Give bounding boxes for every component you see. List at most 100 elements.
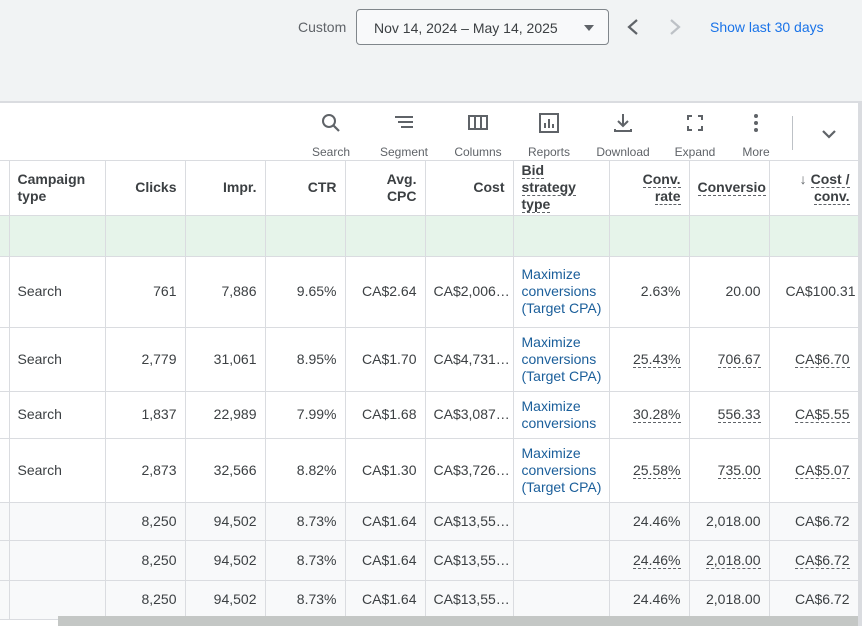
total-avg-cpc-cell: CA$1.64: [345, 502, 426, 541]
chevron-right-icon[interactable]: [662, 13, 688, 41]
ctr-cell: 8.95%: [265, 327, 346, 392]
header-conversions[interactable]: Conversio: [689, 161, 770, 216]
table-row[interactable]: Search 2,873 32,566 8.82% CA$1.30 CA$3,7…: [0, 438, 859, 503]
conversions-cell[interactable]: 556.33: [689, 391, 770, 439]
total-impr-cell: 94,502: [185, 502, 266, 541]
header-ctr[interactable]: CTR: [265, 161, 346, 216]
highlight-row: [0, 215, 859, 257]
total-cost-cell: CA$13,55…: [425, 540, 514, 581]
chevron-left-icon[interactable]: [620, 13, 646, 41]
conv-rate-cell[interactable]: 25.58%: [609, 438, 690, 503]
impr-cell: 7,886: [185, 256, 266, 328]
avg-cpc-cell: CA$1.30: [345, 438, 426, 503]
campaign-type-cell: Search: [9, 438, 106, 503]
cost-per-conv-cell[interactable]: CA$5.07: [769, 438, 859, 503]
bid-strategy-link[interactable]: Maximize conversions (Target CPA): [513, 256, 610, 328]
avg-cpc-cell: CA$2.64: [345, 256, 426, 328]
total-cost-per-conv-cell: CA$6.72: [769, 502, 859, 541]
columns-button[interactable]: Columns: [450, 111, 506, 159]
total-clicks-cell: 8,250: [105, 540, 186, 581]
conversions-value: 735.00: [717, 461, 761, 479]
download-button[interactable]: Download: [592, 111, 654, 159]
campaign-type-cell: Search: [9, 256, 106, 328]
table-header-row: Campaign type Clicks Impr. CTR Avg. CPC …: [0, 161, 859, 216]
conversions-cell[interactable]: 735.00: [689, 438, 770, 503]
header-cost[interactable]: Cost: [425, 161, 514, 216]
total-cost-cell: CA$13,55…: [425, 580, 514, 620]
avg-cpc-cell: CA$1.68: [345, 391, 426, 439]
bid-strategy-link[interactable]: Maximize conversions (Target CPA): [513, 438, 610, 503]
cost-per-conv-cell: CA$100.31: [769, 256, 859, 328]
header-campaign-type[interactable]: Campaign type: [9, 161, 106, 216]
more-button[interactable]: More: [738, 111, 774, 159]
dropdown-arrow-icon: [584, 25, 594, 31]
panel-edge: [858, 101, 862, 626]
conversions-cell[interactable]: 706.67: [689, 327, 770, 392]
cost-per-conv-value: CA$5.55: [795, 406, 850, 423]
total-conversions-cell: 2,018.00: [689, 580, 770, 620]
impr-cell: 32,566: [185, 438, 266, 503]
clicks-cell: 761: [105, 256, 186, 328]
cost-per-conv-value: CA$5.07: [795, 461, 850, 479]
columns-icon: [468, 115, 488, 130]
header-cost-label: Cost: [473, 179, 505, 196]
total-ctr-cell: 8.73%: [265, 580, 346, 620]
toolbar-divider: [792, 116, 793, 150]
expand-button[interactable]: Expand: [672, 111, 718, 159]
cost-per-conv-cell[interactable]: CA$6.70: [769, 327, 859, 392]
clicks-cell: 2,779: [105, 327, 186, 392]
more-label: More: [742, 145, 770, 159]
horizontal-scrollbar[interactable]: [58, 616, 858, 626]
date-range-bar: Custom Nov 14, 2024 – May 14, 2025 Show …: [0, 0, 862, 100]
table-toolbar: Search Segment Columns Reports Download …: [0, 103, 858, 161]
header-impr[interactable]: Impr.: [185, 161, 266, 216]
cost-cell: CA$3,087…: [425, 391, 514, 439]
header-avg-cpc[interactable]: Avg. CPC: [345, 161, 426, 216]
conversions-value: 556.33: [717, 406, 761, 423]
search-button[interactable]: Search: [308, 111, 354, 159]
cost-cell: CA$3,726…: [425, 438, 514, 503]
ctr-cell: 9.65%: [265, 256, 346, 328]
cost-per-conv-cell[interactable]: CA$5.55: [769, 391, 859, 439]
bid-strategy-link[interactable]: Maximize conversions: [513, 391, 610, 439]
date-range-select[interactable]: Nov 14, 2024 – May 14, 2025: [356, 9, 609, 45]
avg-cpc-cell: CA$1.70: [345, 327, 426, 392]
columns-label: Columns: [454, 145, 502, 159]
total-avg-cpc-cell: CA$1.64: [345, 540, 426, 581]
impr-cell: 22,989: [185, 391, 266, 439]
total-cost-per-conv-cell[interactable]: CA$6.72: [769, 540, 859, 581]
header-bid-strategy-type[interactable]: Bid strategy type: [513, 161, 610, 216]
campaign-table: Campaign type Clicks Impr. CTR Avg. CPC …: [0, 161, 859, 620]
table-row[interactable]: Search 1,837 22,989 7.99% CA$1.68 CA$3,0…: [0, 391, 859, 439]
total-avg-cpc-cell: CA$1.64: [345, 580, 426, 620]
reports-icon: [539, 113, 559, 133]
total-conversions-cell[interactable]: 2,018.00: [689, 540, 770, 581]
custom-label: Custom: [298, 19, 347, 35]
header-bid-strategy-label: Bid strategy type: [521, 162, 576, 214]
total-row: 8,250 94,502 8.73% CA$1.64 CA$13,55… 24.…: [0, 540, 859, 581]
conv-rate-cell[interactable]: 30.28%: [609, 391, 690, 439]
header-clicks[interactable]: Clicks: [105, 161, 186, 216]
chevron-down-icon[interactable]: [816, 121, 842, 147]
conv-rate-cell[interactable]: 25.43%: [609, 327, 690, 392]
header-spacer: [0, 161, 10, 216]
conversions-value: 706.67: [717, 350, 761, 368]
header-conv-rate[interactable]: Conv. rate: [609, 161, 690, 216]
reports-button[interactable]: Reports: [524, 111, 574, 159]
segment-icon: [395, 116, 413, 128]
total-conv-rate-cell[interactable]: 24.46%: [609, 540, 690, 581]
sort-down-arrow-icon: ↓: [799, 170, 807, 187]
conv-rate-value: 25.43%: [633, 350, 681, 368]
header-cost-per-conv[interactable]: ↓ Cost / conv.: [769, 161, 859, 216]
table-panel: Search Segment Columns Reports Download …: [0, 101, 859, 626]
bid-strategy-link[interactable]: Maximize conversions (Target CPA): [513, 327, 610, 392]
segment-button[interactable]: Segment: [376, 111, 432, 159]
total-conv-rate-value: 24.46%: [633, 551, 681, 569]
show-last-30-days-link[interactable]: Show last 30 days: [710, 19, 824, 35]
total-ctr-cell: 8.73%: [265, 502, 346, 541]
table-row[interactable]: Search 2,779 31,061 8.95% CA$1.70 CA$4,7…: [0, 327, 859, 392]
table-row[interactable]: Search 761 7,886 9.65% CA$2.64 CA$2,006……: [0, 256, 859, 328]
conv-rate-cell: 2.63%: [609, 256, 690, 328]
search-icon: [322, 114, 340, 132]
cost-cell: CA$2,006…: [425, 256, 514, 328]
